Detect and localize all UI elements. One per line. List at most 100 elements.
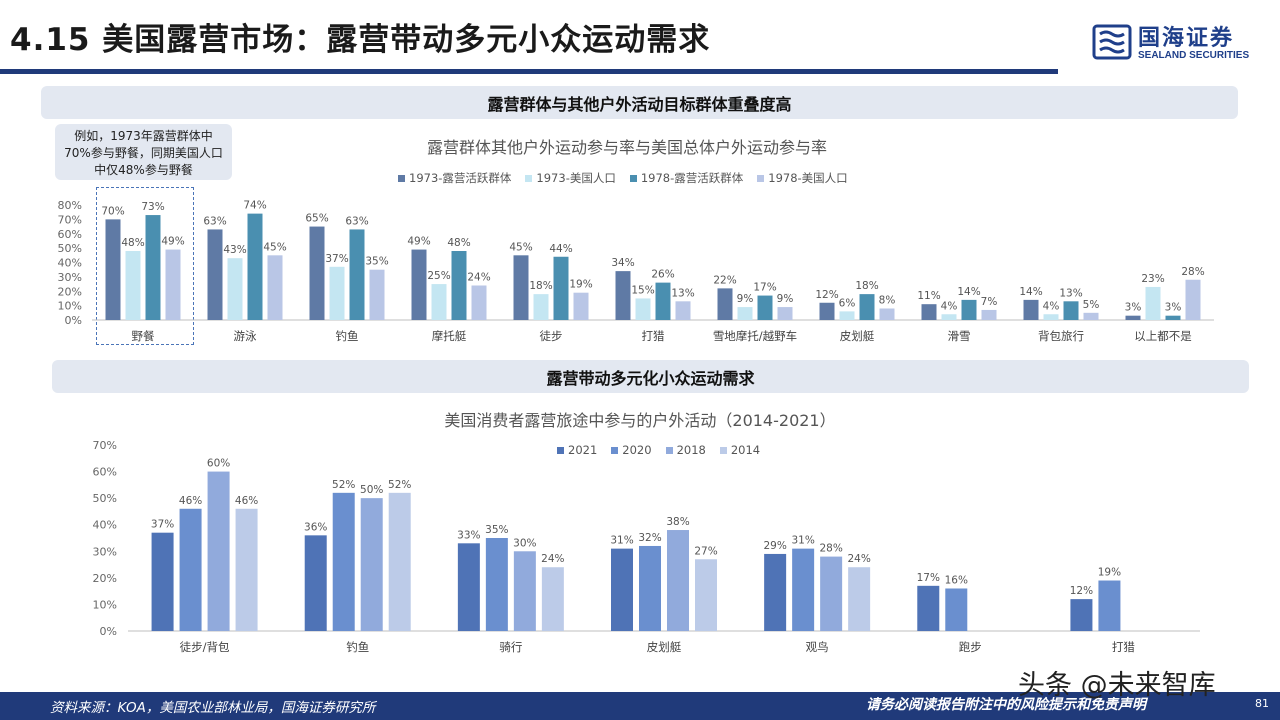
bar: [388, 492, 411, 631]
page-title: 4.15 美国露营市场：露营带动多元小众运动需求: [10, 22, 711, 58]
bar: [1070, 599, 1093, 631]
data-label: 14%: [1019, 286, 1042, 298]
bar: [848, 567, 871, 631]
data-label: 70%: [101, 205, 124, 217]
data-label: 19%: [569, 279, 592, 291]
data-label: 63%: [203, 215, 226, 227]
y-tick-label: 0%: [100, 625, 117, 638]
bar: [917, 585, 940, 631]
data-label: 13%: [671, 287, 694, 299]
bar: [329, 266, 345, 320]
bar: [764, 553, 787, 631]
legend-label: 2018: [676, 443, 706, 457]
bar: [675, 301, 691, 320]
legend-label: 1973-露营活跃群体: [409, 171, 512, 185]
legend-item: 1973-露营活跃群体: [398, 170, 511, 186]
watermark: 头条 @未来智库: [1018, 670, 1216, 701]
data-label: 28%: [819, 543, 842, 555]
data-label: 37%: [325, 253, 348, 265]
bar: [981, 309, 997, 320]
data-label: 27%: [694, 545, 717, 557]
bar: [247, 213, 263, 320]
data-label: 15%: [631, 284, 654, 296]
data-label: 43%: [223, 244, 246, 256]
data-label: 32%: [638, 532, 661, 544]
data-label: 74%: [243, 200, 266, 212]
x-tick-label: 打猎: [1112, 640, 1135, 654]
data-label: 50%: [360, 484, 383, 496]
bar: [151, 532, 174, 631]
data-label: 17%: [753, 282, 776, 294]
bar: [839, 311, 855, 320]
legend-item: 2021: [557, 443, 597, 457]
data-label: 33%: [457, 529, 480, 541]
legend-swatch: [525, 174, 533, 182]
x-tick-label: 钓鱼: [346, 640, 369, 654]
legend-item: 1978-美国人口: [757, 170, 848, 186]
bar: [1083, 312, 1099, 320]
x-tick-label: 徒步/背包: [180, 640, 230, 654]
data-label: 9%: [737, 293, 754, 305]
data-label: 45%: [263, 241, 286, 253]
bar: [304, 535, 327, 631]
data-label: 8%: [879, 295, 896, 307]
data-label: 48%: [447, 237, 470, 249]
data-label: 37%: [151, 519, 174, 531]
y-tick-label: 60%: [93, 466, 117, 479]
y-tick-label: 20%: [58, 285, 82, 298]
bar: [360, 498, 383, 631]
data-label: 22%: [713, 274, 736, 286]
data-label: 6%: [839, 297, 856, 309]
bar: [513, 551, 536, 631]
bar: [639, 545, 661, 631]
data-label: 4%: [1043, 300, 1060, 312]
bar: [485, 538, 508, 631]
footer-disclaimer: 请务必阅读报告附注中的风险提示和免责声明: [866, 697, 1146, 713]
legend-label: 1978-美国人口: [768, 171, 848, 185]
sealand-logo-icon: [1092, 24, 1132, 60]
legend-label: 2020: [622, 443, 652, 457]
data-label: 18%: [855, 280, 878, 292]
y-tick-label: 70%: [58, 213, 82, 226]
bar: [332, 492, 355, 631]
bar: [941, 314, 957, 320]
chart2-title: 美国消费者露营旅途中参与的户外活动（2014-2021）: [444, 411, 836, 430]
data-label: 24%: [847, 553, 870, 565]
y-tick-label: 10%: [58, 300, 82, 313]
bar: [431, 284, 447, 320]
data-label: 7%: [981, 296, 998, 308]
data-label: 31%: [610, 535, 633, 547]
data-label: 49%: [161, 236, 184, 248]
bar: [573, 292, 589, 320]
brand-logo: 国海证券 SEALAND SECURITIES: [1092, 20, 1272, 68]
bar: [553, 256, 569, 320]
data-label: 17%: [917, 572, 940, 584]
x-tick-label: 滑雪: [948, 329, 971, 343]
legend-item: 1978-露营活跃群体: [629, 170, 743, 186]
bar: [165, 249, 181, 320]
data-label: 45%: [509, 241, 532, 253]
x-tick-label: 游泳: [234, 329, 257, 343]
data-label: 3%: [1125, 302, 1142, 314]
bar: [513, 255, 529, 320]
bar: [1098, 580, 1121, 631]
x-tick-label: 打猎: [642, 329, 665, 343]
data-label: 18%: [529, 280, 552, 292]
x-tick-label: 骑行: [499, 640, 522, 654]
x-tick-label: 摩托艇: [432, 329, 467, 343]
legend-item: 2018: [665, 443, 706, 457]
bar: [695, 559, 717, 631]
bar: [737, 307, 753, 320]
data-label: 9%: [777, 293, 794, 305]
legend-swatch: [719, 446, 727, 454]
x-tick-label: 背包旅行: [1038, 329, 1084, 343]
y-tick-label: 40%: [93, 519, 117, 532]
data-label: 38%: [666, 516, 689, 528]
data-label: 73%: [141, 201, 164, 213]
x-tick-label: 以上都不是: [1134, 329, 1192, 343]
bar: [1043, 314, 1059, 320]
legend-label: 2014: [730, 443, 761, 457]
bar: [105, 219, 121, 320]
bar: [1063, 301, 1079, 320]
